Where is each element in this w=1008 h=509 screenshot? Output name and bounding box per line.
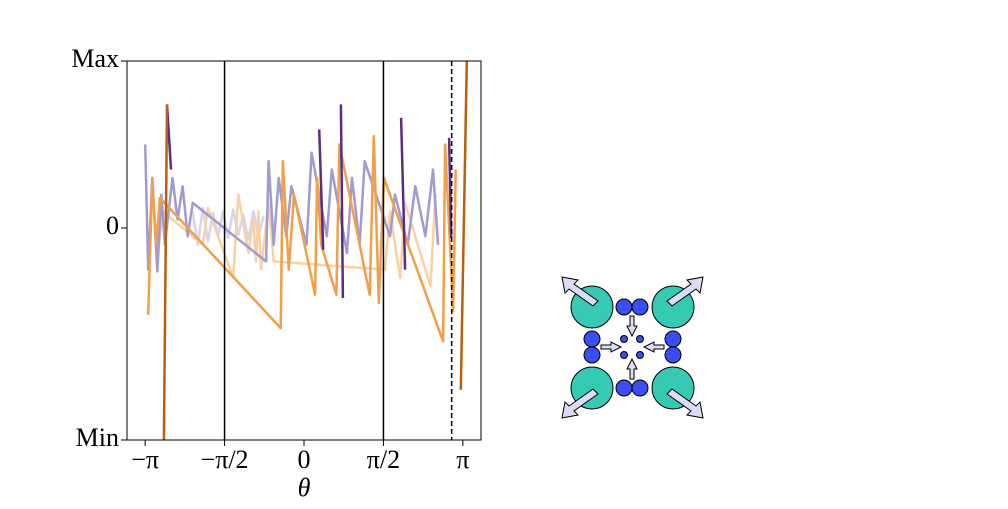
x-axis-label: θ <box>298 473 311 502</box>
small-particle <box>615 298 633 316</box>
tiny-particle <box>636 335 644 343</box>
tiny-particle <box>636 351 644 359</box>
arrow <box>561 388 599 419</box>
data-line <box>146 134 457 343</box>
tiny-particle <box>620 351 628 359</box>
arrow <box>561 276 599 307</box>
arrow <box>642 341 665 353</box>
diagram <box>561 276 704 419</box>
small-particle <box>631 298 649 316</box>
y-tick-label: Max <box>71 44 119 73</box>
x-tick-label: −π/2 <box>201 445 249 474</box>
arrow <box>666 388 704 419</box>
small-particle <box>631 379 649 397</box>
small-particle <box>664 330 682 348</box>
small-particle <box>583 346 601 364</box>
small-particle <box>615 379 633 397</box>
plot-frame <box>126 60 482 441</box>
arrow <box>626 315 638 338</box>
data-line <box>162 60 469 441</box>
data-line <box>156 193 437 288</box>
arrows <box>561 276 704 419</box>
x-tick-label: −π <box>131 445 159 474</box>
tiny-particle <box>620 335 628 343</box>
small-particle <box>664 346 682 364</box>
data-line <box>165 104 453 299</box>
arrow <box>600 341 623 353</box>
x-tick-label: π/2 <box>367 445 400 474</box>
x-tick-label: 0 <box>298 445 311 474</box>
small-particle <box>583 330 601 348</box>
arrow <box>666 276 704 307</box>
x-tick-label: π <box>456 445 469 474</box>
y-tick-label: Min <box>76 423 119 452</box>
y-tick-label: 0 <box>106 211 119 240</box>
arrow <box>626 357 638 380</box>
data-line <box>191 206 265 246</box>
